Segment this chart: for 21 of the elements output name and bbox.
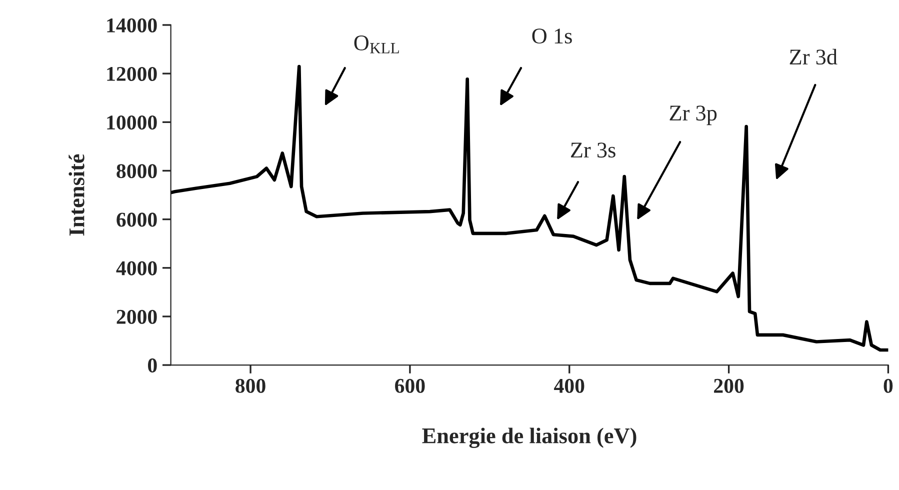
- y-tick-label: 10000: [107, 116, 157, 130]
- y-tick-label: 12000: [107, 66, 157, 82]
- line-series: [170, 64, 888, 352]
- x-tick-label: 0: [884, 378, 893, 393]
- annotation: O 1s: [532, 28, 572, 44]
- x-tick-label: 800: [236, 378, 266, 393]
- x-tick-label: 400: [554, 378, 584, 393]
- annotation: O$_{KLL}$: [354, 35, 399, 54]
- y-tick-label: 0: [148, 358, 157, 372]
- y-axis-title: Intensité: [68, 154, 84, 236]
- y-tick-label: 2000: [116, 310, 157, 324]
- annotation: Zr 3p: [670, 106, 717, 126]
- annotation: Zr 3s: [570, 142, 616, 158]
- y-tick-label: 8000: [116, 164, 157, 178]
- y-tick-label: 6000: [116, 212, 157, 227]
- y-tick-label: 4000: [116, 261, 157, 276]
- annotation: Zr 3d: [790, 48, 838, 65]
- y-tick-label: 14000: [107, 18, 157, 32]
- x-axis-title: Energie de liaison (eV): [422, 428, 636, 448]
- x-tick-label: 200: [714, 378, 744, 393]
- x-tick-label: 600: [395, 378, 425, 393]
